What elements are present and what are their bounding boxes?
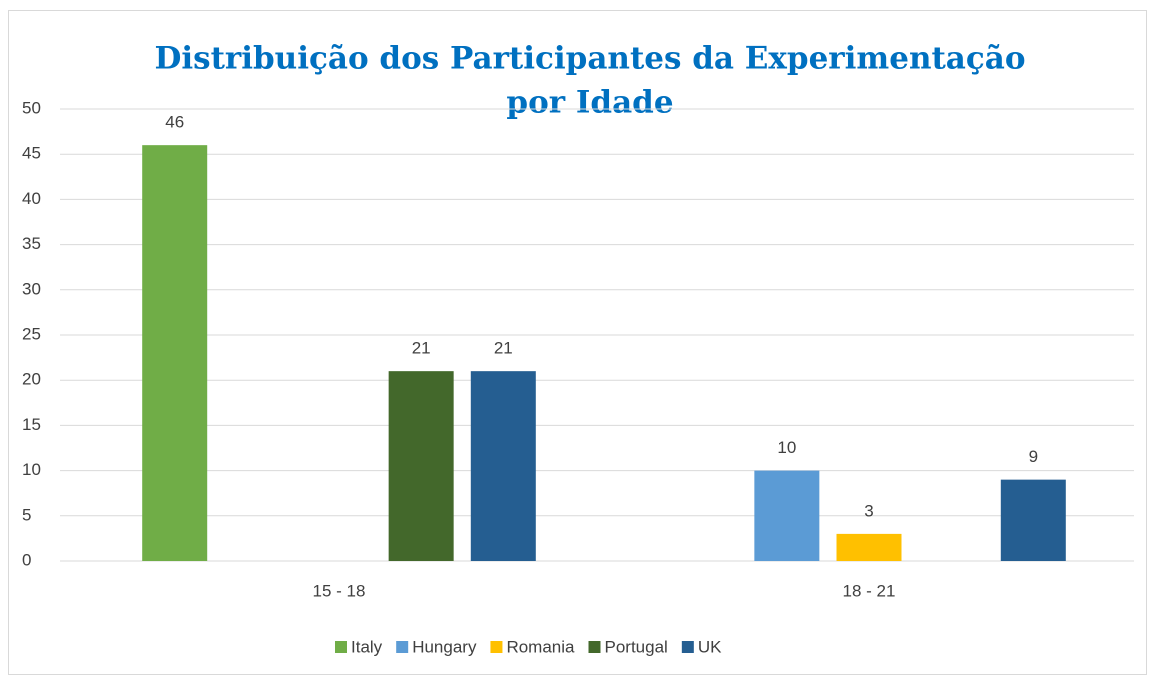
legend-label: Hungary (412, 637, 477, 656)
legend-label: Romania (506, 637, 575, 656)
bar (388, 371, 454, 561)
legend-label: Portugal (605, 637, 668, 656)
chart-title: por Idade (506, 85, 673, 121)
legend-label: Italy (351, 637, 383, 656)
data-label: 21 (494, 339, 513, 358)
data-label: 46 (165, 113, 184, 132)
legend-label: UK (698, 637, 722, 656)
y-tick-label: 45 (22, 144, 41, 163)
bar (1000, 479, 1066, 561)
y-tick-label: 20 (22, 370, 41, 389)
data-label: 10 (777, 438, 796, 457)
y-tick-label: 30 (22, 279, 41, 298)
data-label: 21 (412, 339, 431, 358)
legend-swatch (588, 641, 601, 653)
data-label: 9 (1029, 447, 1038, 466)
bar (754, 470, 820, 561)
y-tick-label: 10 (22, 460, 41, 479)
legend-swatch (681, 641, 694, 653)
legend-swatch (335, 641, 347, 653)
y-tick-label: 35 (22, 234, 41, 253)
bar (142, 145, 208, 561)
legend-swatch (396, 641, 409, 653)
bar (836, 533, 902, 561)
bar (470, 371, 536, 561)
y-tick-label: 0 (22, 550, 31, 569)
y-tick-label: 50 (22, 98, 41, 117)
y-tick-label: 15 (22, 415, 41, 434)
y-tick-label: 40 (22, 189, 41, 208)
chart-title: Distribuição dos Participantes da Experi… (154, 41, 1025, 77)
x-tick-label: 18 - 21 (843, 581, 896, 600)
data-label: 3 (864, 501, 873, 520)
y-tick-label: 25 (22, 324, 41, 343)
legend-swatch (490, 641, 503, 653)
x-tick-label: 15 - 18 (313, 581, 366, 600)
y-tick-label: 5 (22, 505, 31, 524)
